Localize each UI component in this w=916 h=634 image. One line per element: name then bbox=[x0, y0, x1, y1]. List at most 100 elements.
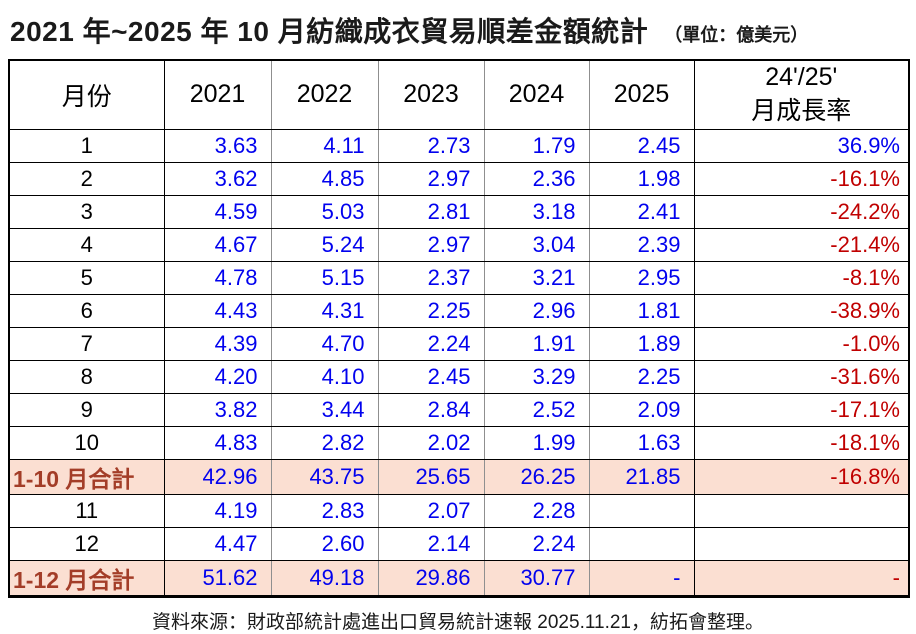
growth-cell bbox=[693, 527, 909, 561]
month-cell: 9 bbox=[9, 393, 164, 427]
table-row: 2 3.62 4.85 2.97 2.36 1.98 -16.1% bbox=[9, 162, 909, 196]
value-cell-2023: 2.84 bbox=[377, 393, 484, 427]
value-cell-2021: 4.39 bbox=[163, 327, 271, 361]
value-cell-2024: 2.24 bbox=[483, 527, 589, 561]
value-cell-2023: 25.65 bbox=[377, 459, 484, 495]
value-cell-2025: 2.25 bbox=[588, 360, 694, 394]
growth-cell: -1.0% bbox=[693, 327, 909, 361]
growth-cell: -18.1% bbox=[693, 426, 909, 460]
table-row: 9 3.82 3.44 2.84 2.52 2.09 -17.1% bbox=[9, 393, 909, 427]
value-cell-2023: 2.97 bbox=[377, 228, 484, 262]
value-cell-2024: 3.04 bbox=[483, 228, 589, 262]
header-row: 月份 2021 2022 2023 2024 2025 24'/25' 月成長率 bbox=[9, 60, 909, 130]
value-cell-2022: 3.44 bbox=[270, 393, 378, 427]
value-cell-2021: 42.96 bbox=[163, 459, 271, 495]
header-year-cell: 2021 bbox=[163, 60, 271, 130]
table-body: 1 3.63 4.11 2.73 1.79 2.45 36.9% 2 3.62 4.85 2.97 2… bbox=[9, 129, 909, 597]
table-row: 10 4.83 2.82 2.02 1.99 1.63 -18.1% bbox=[9, 426, 909, 460]
value-cell-2024: 1.79 bbox=[483, 129, 589, 163]
growth-header-line1: 24'/25' bbox=[765, 63, 838, 91]
month-cell: 1-12 月合計 bbox=[9, 560, 164, 597]
month-cell: 12 bbox=[9, 527, 164, 561]
value-cell-2022: 4.31 bbox=[270, 294, 378, 328]
title-unit-label: （單位：億美元） bbox=[664, 25, 809, 45]
value-cell-2023: 2.45 bbox=[377, 360, 484, 394]
value-cell-2025: 1.63 bbox=[588, 426, 694, 460]
value-cell-2021: 4.20 bbox=[163, 360, 271, 394]
month-cell: 5 bbox=[9, 261, 164, 295]
value-cell-2022: 4.11 bbox=[270, 129, 378, 163]
table-row: 8 4.20 4.10 2.45 3.29 2.25 -31.6% bbox=[9, 360, 909, 394]
value-cell-2023: 2.25 bbox=[377, 294, 484, 328]
growth-cell bbox=[693, 494, 909, 528]
table-row: 12 4.47 2.60 2.14 2.24 bbox=[9, 527, 909, 561]
growth-cell: -16.1% bbox=[693, 162, 909, 196]
header-growth-cell: 24'/25' 月成長率 bbox=[693, 60, 909, 130]
value-cell-2022: 4.70 bbox=[270, 327, 378, 361]
value-cell-2023: 2.81 bbox=[377, 195, 484, 229]
value-cell-2021: 4.83 bbox=[163, 426, 271, 460]
value-cell-2025: 2.09 bbox=[588, 393, 694, 427]
header-year-cell: 2022 bbox=[270, 60, 378, 130]
month-cell: 1-10 月合計 bbox=[9, 459, 164, 495]
value-cell-2021: 3.62 bbox=[163, 162, 271, 196]
value-cell-2021: 51.62 bbox=[163, 560, 271, 597]
growth-header-line2: 月成長率 bbox=[751, 96, 852, 125]
value-cell-2025: 1.89 bbox=[588, 327, 694, 361]
value-cell-2023: 2.14 bbox=[377, 527, 484, 561]
value-cell-2025: 2.39 bbox=[588, 228, 694, 262]
value-cell-2023: 2.02 bbox=[377, 426, 484, 460]
value-cell-2024: 3.21 bbox=[483, 261, 589, 295]
value-cell-2024: 2.52 bbox=[483, 393, 589, 427]
table-row: 11 4.19 2.83 2.07 2.28 bbox=[9, 494, 909, 528]
value-cell-2021: 4.47 bbox=[163, 527, 271, 561]
header-year-cell: 2023 bbox=[377, 60, 484, 130]
header-month-cell: 月份 bbox=[9, 60, 164, 130]
growth-cell: -8.1% bbox=[693, 261, 909, 295]
month-cell: 7 bbox=[9, 327, 164, 361]
value-cell-2023: 2.07 bbox=[377, 494, 484, 528]
value-cell-2021: 3.82 bbox=[163, 393, 271, 427]
month-cell: 2 bbox=[9, 162, 164, 196]
value-cell-2024: 2.36 bbox=[483, 162, 589, 196]
table-row: 1 3.63 4.11 2.73 1.79 2.45 36.9% bbox=[9, 129, 909, 163]
summary-row: 1-12 月合計 51.62 49.18 29.86 30.77- - bbox=[9, 560, 909, 597]
value-cell-2022: 49.18 bbox=[270, 560, 378, 597]
table-row: 6 4.43 4.31 2.25 2.96 1.81 -38.9% bbox=[9, 294, 909, 328]
value-cell-2021: 3.63 bbox=[163, 129, 271, 163]
value-cell-2024: 1.91 bbox=[483, 327, 589, 361]
value-cell-2024: 1.99 bbox=[483, 426, 589, 460]
value-cell-2023: 29.86 bbox=[377, 560, 484, 597]
value-cell-2025: 1.81 bbox=[588, 294, 694, 328]
value-cell-2025 bbox=[588, 527, 694, 561]
growth-cell: -24.2% bbox=[693, 195, 909, 229]
value-cell-2024: 2.28 bbox=[483, 494, 589, 528]
value-cell-2025: 21.85 bbox=[588, 459, 694, 495]
value-cell-2022: 4.10 bbox=[270, 360, 378, 394]
header-year-cell: 2024 bbox=[483, 60, 589, 130]
growth-cell: -16.8% bbox=[693, 459, 909, 495]
value-cell-2025 bbox=[588, 494, 694, 528]
title-text: 2021 年~2025 年 10 月紡織成衣貿易順差金額統計 bbox=[10, 16, 649, 47]
value-cell-2022: 4.85 bbox=[270, 162, 378, 196]
value-cell-2025: 2.41 bbox=[588, 195, 694, 229]
value-cell-2023: 2.24 bbox=[377, 327, 484, 361]
value-cell-2023: 2.37 bbox=[377, 261, 484, 295]
value-cell-2022: 5.15 bbox=[270, 261, 378, 295]
month-cell: 11 bbox=[9, 494, 164, 528]
growth-cell: -17.1% bbox=[693, 393, 909, 427]
value-cell-2022: 43.75 bbox=[270, 459, 378, 495]
value-cell-2025: 2.95 bbox=[588, 261, 694, 295]
table-row: 5 4.78 5.15 2.37 3.21 2.95 -8.1% bbox=[9, 261, 909, 295]
value-cell-2024: 2.96 bbox=[483, 294, 589, 328]
growth-cell: -21.4% bbox=[693, 228, 909, 262]
value-cell-2022: 2.83 bbox=[270, 494, 378, 528]
month-cell: 4 bbox=[9, 228, 164, 262]
month-cell: 1 bbox=[9, 129, 164, 163]
value-cell-2024: 30.77 bbox=[483, 560, 589, 597]
value-cell-2021: 4.59 bbox=[163, 195, 271, 229]
value-cell-2021: 4.78 bbox=[163, 261, 271, 295]
month-cell: 8 bbox=[9, 360, 164, 394]
value-cell-2022: 2.60 bbox=[270, 527, 378, 561]
table-row: 3 4.59 5.03 2.81 3.18 2.41 -24.2% bbox=[9, 195, 909, 229]
